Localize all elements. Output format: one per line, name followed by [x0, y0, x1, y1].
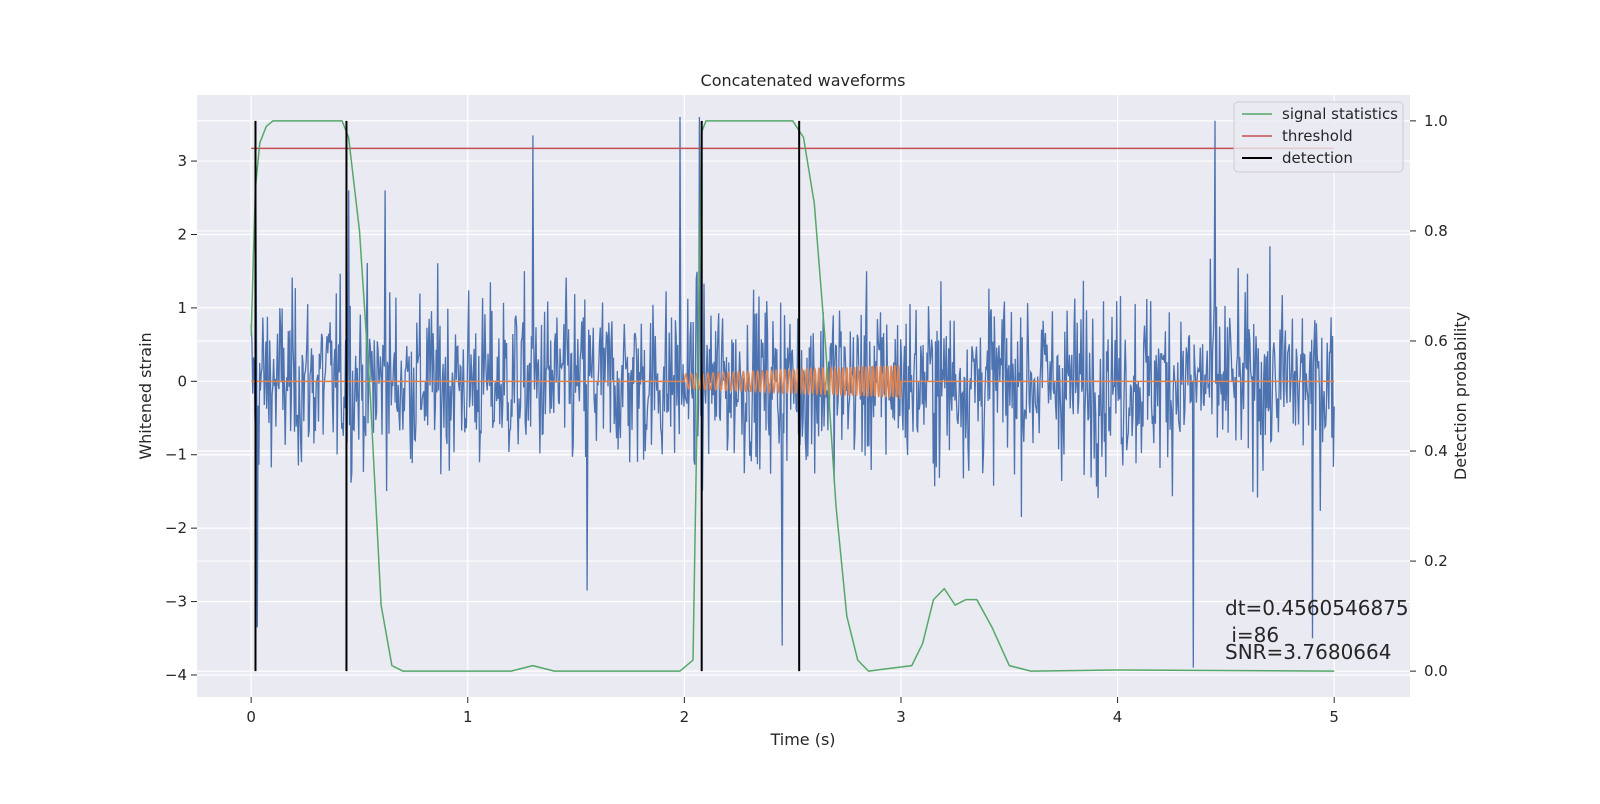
- legend-label-detection: detection: [1282, 149, 1353, 167]
- data-layer: [250, 116, 1335, 672]
- y2-tick-label: 1.0: [1424, 112, 1448, 130]
- whitened-strain-series: [250, 116, 1335, 668]
- dt-annotation: dt=0.4560546875: [1225, 596, 1409, 620]
- index-annotation: i=86: [1225, 623, 1279, 647]
- x-tick-label: 3: [896, 708, 906, 726]
- y-tick-label: −1: [165, 446, 187, 464]
- x-axis-ticks: 0 1 2 3 4 5: [246, 697, 1339, 726]
- y-axis-ticks: −4 −3 −2 −1 0 1 2 3: [165, 152, 197, 684]
- y2-tick-label: 0.8: [1424, 222, 1448, 240]
- y-tick-label: −4: [165, 666, 187, 684]
- x-tick-label: 4: [1113, 708, 1123, 726]
- y2-tick-label: 0.2: [1424, 552, 1448, 570]
- legend-label-signal-statistics: signal statistics: [1282, 105, 1398, 123]
- x-tick-label: 2: [680, 708, 690, 726]
- chart-title: Concatenated waveforms: [701, 71, 906, 90]
- x-tick-label: 1: [463, 708, 473, 726]
- y-axis-label: Whitened strain: [136, 332, 155, 459]
- y2-axis-label: Detection probability: [1451, 312, 1470, 480]
- detection-lines: [254, 120, 801, 672]
- legend-label-threshold: threshold: [1282, 127, 1353, 145]
- x-axis-label: Time (s): [769, 730, 835, 749]
- x-tick-label: 0: [246, 708, 256, 726]
- legend: signal statistics threshold detection: [1233, 101, 1404, 173]
- x-tick-label: 5: [1329, 708, 1339, 726]
- y-tick-label: 3: [177, 152, 187, 170]
- y2-tick-label: 0.6: [1424, 332, 1448, 350]
- snr-annotation: SNR=3.7680664: [1225, 640, 1391, 664]
- y2-axis-ticks: 0.0 0.2 0.4 0.6 0.8 1.0: [1410, 112, 1448, 680]
- y2-tick-label: 0.4: [1424, 442, 1448, 460]
- y2-tick-label: 0.0: [1424, 662, 1448, 680]
- grid-lines: [197, 95, 1410, 697]
- template-waveform-series: [251, 364, 1335, 400]
- y-tick-label: 1: [177, 299, 187, 317]
- legend-box: [1233, 101, 1404, 173]
- annotation-block: dt=0.4560546875 i=86 SNR=3.7680664: [1225, 596, 1409, 664]
- y-tick-label: −3: [165, 593, 187, 611]
- y-tick-label: 2: [177, 225, 187, 243]
- y-tick-label: 0: [177, 372, 187, 390]
- y-tick-label: −2: [165, 519, 187, 537]
